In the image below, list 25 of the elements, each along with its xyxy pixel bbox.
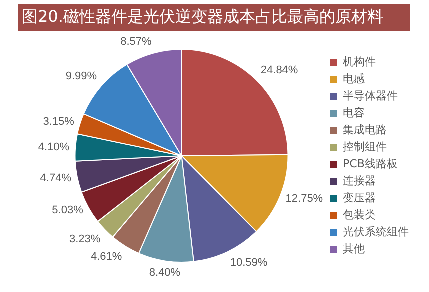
legend-label: 连接器 — [343, 174, 376, 188]
data-label: 3.15% — [43, 116, 75, 128]
legend-label: 集成电路 — [343, 123, 387, 136]
chart-title: 图20.磁性器件是光伏逆变器成本占比最高的原材料 — [18, 4, 410, 31]
data-label: 4.74% — [40, 172, 72, 184]
legend-label: 机构件 — [343, 55, 376, 68]
legend-label: 半导体器件 — [343, 89, 398, 102]
data-label: 12.75% — [286, 192, 324, 205]
legend-label: 包装类 — [343, 208, 376, 222]
legend-label: 光伏系统组件 — [343, 225, 409, 238]
legend-label: 其他 — [343, 242, 365, 256]
data-label: 3.23% — [69, 234, 101, 246]
legend-label: PCB线路板 — [343, 157, 398, 170]
data-label: 24.84% — [260, 64, 298, 77]
data-label: 8.57% — [120, 36, 152, 48]
legend-label: 变压器 — [343, 191, 376, 204]
legend-label: 电感 — [343, 72, 365, 86]
data-label: 5.03% — [52, 204, 84, 217]
data-label: 4.61% — [90, 250, 122, 263]
data-label: 10.59% — [230, 256, 268, 269]
data-label: 8.40% — [149, 266, 181, 279]
data-label: 4.10% — [38, 141, 70, 154]
data-label: 9.99% — [66, 70, 98, 82]
legend-label: 控制组件 — [343, 140, 387, 154]
legend-label: 电容 — [343, 106, 365, 120]
